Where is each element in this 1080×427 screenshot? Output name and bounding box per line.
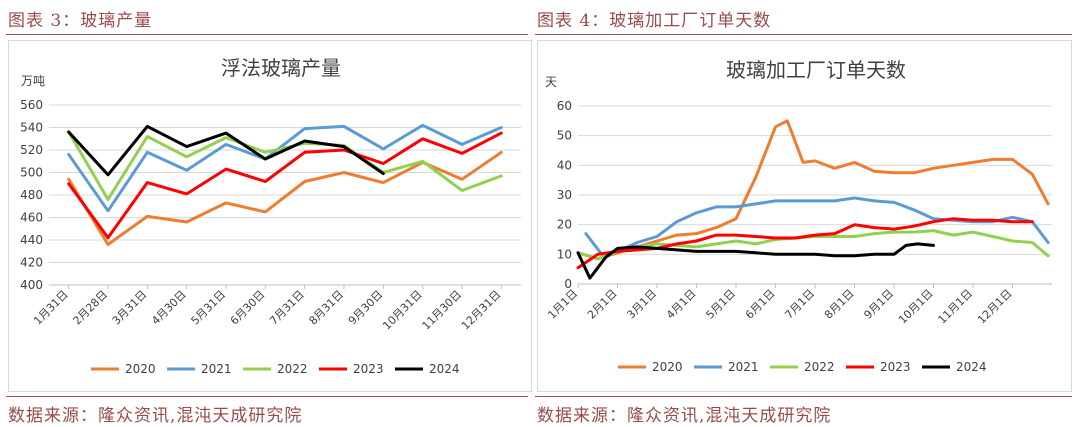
legend-label-2021: 2021 — [728, 360, 759, 374]
y-tick-label: 500 — [20, 166, 43, 180]
chart-panel-left: 浮法玻璃产量万吨 400 420 440 460 480 500 520 540 560 1月31日… — [8, 40, 532, 392]
legend-label-2021: 2021 — [201, 362, 232, 376]
y-tick-label: 60 — [557, 99, 572, 113]
series-line-2021 — [67, 123, 503, 213]
x-tick-label: 12月31日 — [459, 288, 504, 333]
y-tick-label: 10 — [557, 247, 572, 261]
x-tick-label: 1月31日 — [31, 288, 71, 328]
x-tick-label: 4月1日 — [664, 287, 699, 322]
y-tick-label: 30 — [557, 188, 572, 202]
x-tick-label: 3月31日 — [110, 288, 150, 328]
x-tick-label: 8月1日 — [822, 287, 857, 322]
legend-label-2022: 2022 — [804, 360, 835, 374]
y-tick-label: 560 — [20, 98, 43, 112]
y-tick-label: 460 — [20, 211, 43, 225]
y-tick-label: 0 — [564, 277, 572, 291]
x-tick-label: 7月1日 — [782, 287, 817, 322]
x-tick-label: 9月1日 — [861, 287, 896, 322]
legend-label-2023: 2023 — [353, 362, 384, 376]
chart-panel-right: 玻璃加工厂订单天数天 0 10 20 30 40 50 60 1月1日 2月1日 3月1日 4月1日 5… — [537, 40, 1072, 392]
y-tick-label: 20 — [557, 218, 572, 232]
y-tick-label: 40 — [557, 158, 572, 172]
x-tick-label: 10月1日 — [896, 287, 936, 327]
y-tick-label: 440 — [20, 233, 43, 247]
figure-caption-left: 图表 3：玻璃产量 — [8, 11, 153, 31]
y-tick-label: 420 — [20, 256, 43, 270]
chart-title: 玻璃加工厂订单天数 — [726, 58, 906, 82]
x-tick-label: 1月1日 — [545, 287, 580, 322]
series-line-2024 — [576, 242, 935, 280]
legend-label-2024: 2024 — [956, 360, 987, 374]
chart-title: 浮法玻璃产量 — [221, 56, 341, 80]
x-tick-label: 2月28日 — [71, 288, 111, 328]
caption-rule-left — [6, 34, 528, 35]
source-note-left: 数据来源：隆众资讯,混沌天成研究院 — [8, 406, 303, 426]
x-tick-label: 6月1日 — [743, 287, 778, 322]
legend-label-2020: 2020 — [652, 360, 683, 374]
source-note-right: 数据来源：隆众资讯,混沌天成研究院 — [537, 406, 832, 426]
series-line-2020 — [576, 119, 1050, 261]
x-tick-label: 5月31日 — [189, 288, 229, 328]
source-rule-left — [6, 396, 528, 397]
y-axis-unit-label: 天 — [545, 75, 557, 89]
legend-label-2023: 2023 — [880, 360, 911, 374]
y-tick-label: 540 — [20, 121, 43, 135]
x-tick-label: 3月1日 — [624, 287, 659, 322]
series-line-2023 — [67, 131, 503, 240]
legend-label-2020: 2020 — [125, 362, 156, 376]
y-tick-label: 520 — [20, 143, 43, 157]
x-tick-label: 11月1日 — [936, 287, 976, 327]
x-tick-label: 11月30日 — [420, 288, 465, 333]
legend-label-2022: 2022 — [277, 362, 308, 376]
source-rule-right — [535, 396, 1072, 397]
series-line-2021 — [584, 196, 1050, 256]
x-tick-label: 9月30日 — [346, 288, 386, 328]
x-tick-label: 7月31日 — [267, 288, 307, 328]
x-tick-label: 8月31日 — [307, 288, 347, 328]
y-tick-label: 400 — [20, 278, 43, 292]
series-line-2022 — [67, 130, 503, 201]
x-tick-label: 12月1日 — [975, 287, 1015, 327]
legend-label-2024: 2024 — [429, 362, 460, 376]
caption-rule-right — [535, 34, 1072, 35]
x-tick-label: 4月30日 — [149, 288, 189, 328]
y-tick-label: 480 — [20, 188, 43, 202]
y-tick-label: 50 — [557, 129, 572, 143]
x-tick-label: 2月1日 — [585, 287, 620, 322]
y-axis-unit-label: 万吨 — [21, 74, 45, 88]
x-tick-label: 6月30日 — [228, 288, 268, 328]
figure-caption-right: 图表 4：玻璃加工厂订单天数 — [537, 11, 772, 31]
x-tick-label: 10月31日 — [380, 288, 425, 333]
series-line-2024 — [67, 124, 385, 177]
x-tick-label: 5月1日 — [703, 287, 738, 322]
